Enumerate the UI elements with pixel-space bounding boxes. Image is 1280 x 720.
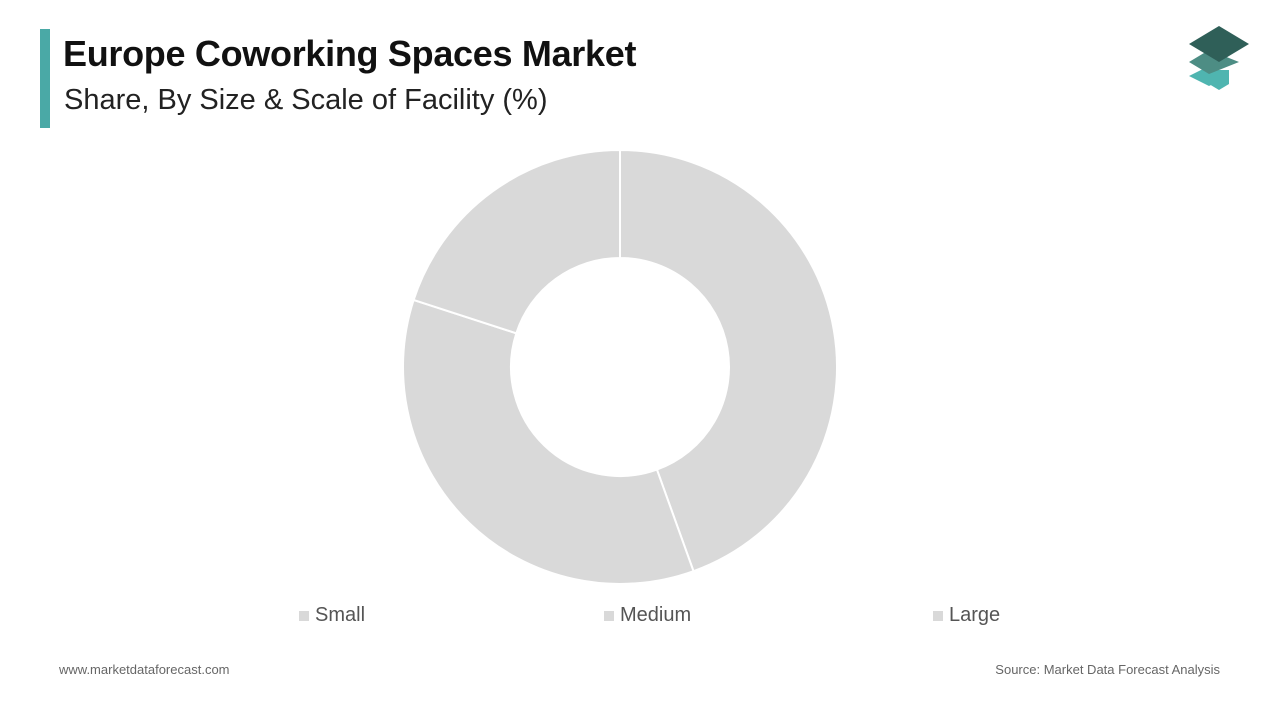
legend-label: Large [949,604,1001,626]
stacked-layers-logo-icon [1189,26,1249,90]
donut-chart [402,148,838,585]
page-title: Europe Coworking Spaces Market [63,33,637,74]
legend-swatch [933,610,943,621]
legend-item-small: Small [299,604,365,627]
donut-slice-small [619,148,838,573]
legend-item-medium: Medium [604,604,691,627]
logo-layer-middle [1189,50,1239,74]
logo-layer-bottom-top [1189,66,1229,86]
footer-source: Source: Market Data Forecast Analysis [995,662,1220,677]
footer-website: www.marketdataforecast.com [59,662,230,677]
legend-item-large: Large [933,604,1000,627]
donut-slice-medium [402,298,695,585]
chart-legend: Small Medium Large [0,604,1280,636]
legend-swatch [299,610,309,621]
legend-swatch [604,610,614,621]
page-subtitle: Share, By Size & Scale of Facility (%) [64,84,548,116]
legend-label: Small [315,604,366,626]
legend-label: Medium [620,604,692,626]
donut-slice-large [412,148,621,335]
title-accent-bar [40,29,50,128]
logo-layer-top [1189,26,1249,62]
